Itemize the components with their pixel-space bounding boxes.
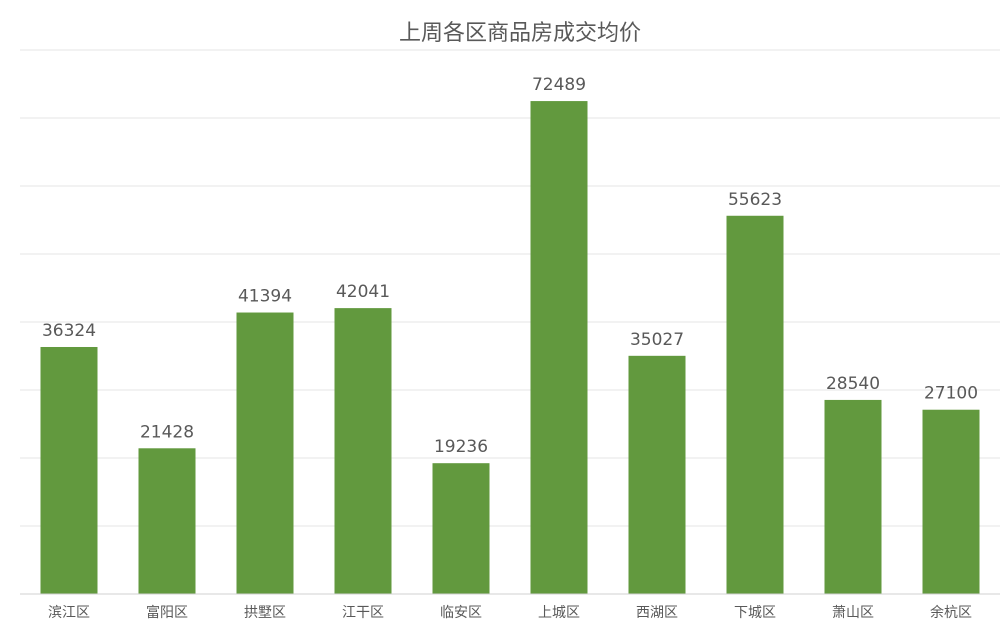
data-label: 36324: [42, 321, 96, 341]
bar: [922, 409, 980, 594]
bar: [628, 355, 686, 594]
bar: [334, 308, 392, 594]
bar: [432, 463, 490, 594]
bar: [530, 101, 588, 594]
data-label: 55623: [728, 190, 782, 210]
bars: [40, 101, 980, 594]
bar: [138, 448, 196, 594]
category-label: 拱墅区: [244, 605, 286, 621]
data-label: 42041: [336, 282, 390, 302]
bar: [726, 215, 784, 594]
data-label: 27100: [924, 384, 978, 404]
data-label: 21428: [140, 422, 194, 442]
category-label: 下城区: [734, 605, 776, 621]
category-label: 滨江区: [48, 605, 90, 621]
category-label: 余杭区: [930, 604, 972, 621]
data-label: 28540: [826, 374, 880, 394]
category-label: 临安区: [440, 605, 482, 621]
category-label: 萧山区: [832, 605, 874, 621]
category-labels: 滨江区 富阳区 拱墅区 江干区 临安区 上城区 西湖区 下城区 萧山区 余杭区: [48, 604, 972, 621]
category-label: 江干区: [342, 605, 384, 621]
data-label: 19236: [434, 437, 488, 457]
data-label: 35027: [630, 330, 684, 350]
bar: [236, 312, 294, 594]
category-label: 上城区: [538, 605, 580, 621]
chart-title: 上周各区商品房成交均价: [399, 21, 641, 46]
bar: [40, 346, 98, 594]
data-label: 72489: [532, 75, 586, 95]
value-labels: 36324 21428 41394 42041 19236 72489 35027 55623…: [42, 75, 978, 457]
category-label: 西湖区: [636, 605, 678, 621]
category-label: 富阳区: [146, 604, 188, 621]
bar: [824, 399, 882, 594]
data-label: 41394: [238, 287, 292, 307]
